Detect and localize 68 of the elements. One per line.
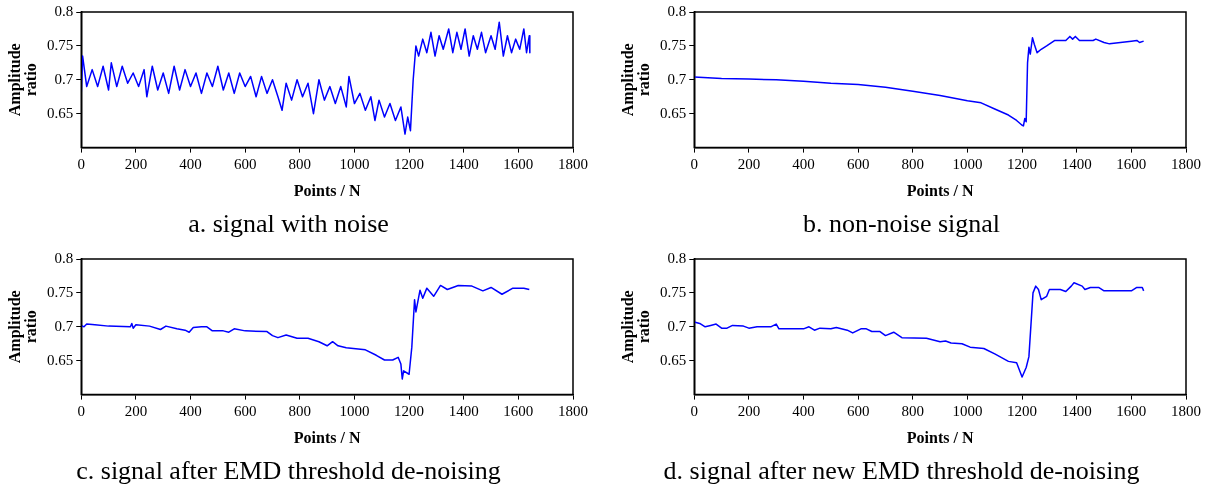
y-axis-title: Amplitude ratio [619, 290, 653, 364]
x-tick-label: 1600 [1116, 155, 1147, 172]
x-axis-title: Points / N [906, 429, 974, 447]
x-tick-label: 0 [690, 155, 698, 172]
x-tick-label: 1400 [448, 155, 479, 172]
text: c. signal after EMD threshold de-noising [76, 456, 501, 486]
x-tick-label: 400 [792, 402, 815, 419]
x-axis-title: Points / N [293, 182, 361, 200]
y-tick-label: 0.65 [47, 104, 74, 121]
x-tick-label: 1800 [1171, 155, 1201, 172]
x-tick-label: 1800 [1171, 402, 1201, 419]
x-tick-label: 1000 [952, 402, 983, 419]
x-tick-label: 200 [737, 402, 761, 419]
x-tick-label: 800 [288, 155, 312, 172]
x-tick-label: 1200 [394, 402, 425, 419]
y-tick-label: 0.7 [54, 70, 74, 87]
y-tick-label: 0.75 [660, 283, 687, 300]
x-tick-label: 1600 [1116, 402, 1147, 419]
x-tick-label: 1200 [394, 155, 425, 172]
x-tick-label: 1000 [339, 402, 370, 419]
x-tick-label: 0 [77, 155, 85, 172]
x-tick-label: 1600 [503, 155, 534, 172]
x-tick-label: 0 [690, 402, 698, 419]
x-axis-title: Points / N [906, 182, 974, 200]
x-tick-label: 400 [179, 402, 202, 419]
x-tick-label: 400 [179, 155, 202, 172]
y-tick-label: 0.65 [660, 104, 687, 121]
x-tick-label: 200 [124, 402, 148, 419]
x-axis-title: Points / N [293, 429, 361, 447]
x-tick-label: 1400 [448, 402, 479, 419]
x-tick-label: 1000 [952, 155, 983, 172]
y-axis-title: Amplitude ratio [619, 43, 653, 117]
text: d. signal after new EMD threshold de-noising [663, 456, 1140, 486]
x-tick-label: 1200 [1007, 402, 1038, 419]
x-tick-label: 1400 [1061, 402, 1092, 419]
y-tick-label: 0.75 [47, 36, 74, 53]
x-tick-label: 800 [901, 402, 925, 419]
y-tick-label: 0.65 [47, 351, 74, 368]
x-tick-label: 600 [233, 402, 257, 419]
x-tick-label: 1800 [558, 402, 588, 419]
x-tick-label: 200 [737, 155, 761, 172]
x-tick-label: 600 [233, 155, 257, 172]
y-tick-label: 0.8 [54, 2, 74, 19]
y-axis-title: Amplitude ratio [6, 290, 40, 364]
y-tick-label: 0.65 [660, 351, 687, 368]
x-tick-label: 1600 [503, 402, 534, 419]
x-tick-label: 1200 [1007, 155, 1038, 172]
y-tick-label: 0.75 [47, 283, 74, 300]
x-tick-label: 400 [792, 155, 815, 172]
x-tick-label: 1000 [339, 155, 370, 172]
y-tick-label: 0.75 [660, 36, 687, 53]
y-tick-label: 0.8 [667, 2, 687, 19]
x-tick-label: 0 [77, 402, 85, 419]
x-tick-label: 600 [846, 155, 870, 172]
x-tick-label: 200 [124, 155, 148, 172]
x-tick-label: 800 [901, 155, 925, 172]
x-tick-label: 1400 [1061, 155, 1092, 172]
y-tick-label: 0.8 [667, 249, 687, 266]
y-tick-label: 0.7 [667, 317, 687, 334]
x-tick-label: 1800 [558, 155, 588, 172]
y-tick-label: 0.7 [667, 70, 687, 87]
x-tick-label: 800 [288, 402, 312, 419]
y-tick-label: 0.7 [54, 317, 74, 334]
y-tick-label: 0.8 [54, 249, 74, 266]
text: a. signal with noise [188, 209, 389, 239]
text: b. non-noise signal [802, 209, 1001, 239]
x-tick-label: 600 [846, 402, 870, 419]
y-axis-title: Amplitude ratio [6, 43, 40, 117]
